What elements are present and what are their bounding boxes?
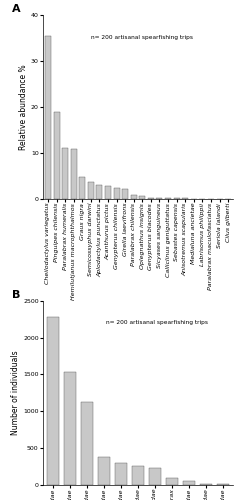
Bar bbox=[45, 36, 51, 200]
Bar bbox=[131, 194, 137, 200]
Bar bbox=[81, 402, 93, 485]
Bar bbox=[183, 480, 195, 485]
Bar bbox=[122, 189, 128, 200]
Bar bbox=[47, 317, 59, 485]
Bar bbox=[191, 198, 197, 200]
Bar bbox=[96, 184, 102, 200]
Bar bbox=[148, 198, 154, 200]
Bar bbox=[114, 188, 120, 200]
Text: n= 200 artisanal spearfishing trips: n= 200 artisanal spearfishing trips bbox=[91, 34, 193, 40]
Text: A: A bbox=[12, 4, 21, 14]
Bar bbox=[62, 148, 68, 200]
Bar bbox=[199, 198, 205, 200]
Y-axis label: Number of individuals: Number of individuals bbox=[11, 350, 20, 435]
Bar bbox=[139, 196, 145, 200]
Bar bbox=[217, 484, 229, 485]
X-axis label: Species: Species bbox=[123, 302, 153, 312]
Bar bbox=[156, 198, 163, 200]
Text: n= 200 artisanal spearfishing trips: n= 200 artisanal spearfishing trips bbox=[106, 320, 208, 326]
Bar bbox=[64, 372, 76, 485]
Text: B: B bbox=[12, 290, 21, 300]
Bar bbox=[182, 198, 188, 200]
Y-axis label: Relative abundance %: Relative abundance % bbox=[19, 64, 28, 150]
Bar bbox=[98, 458, 110, 485]
Bar bbox=[200, 484, 212, 485]
Bar bbox=[54, 112, 60, 200]
Bar bbox=[71, 148, 77, 200]
Bar bbox=[88, 182, 94, 200]
Bar bbox=[115, 464, 127, 485]
Bar bbox=[149, 468, 161, 485]
Bar bbox=[79, 177, 85, 200]
Bar bbox=[132, 466, 144, 485]
Bar bbox=[166, 478, 178, 485]
Bar bbox=[165, 198, 171, 200]
Bar bbox=[174, 198, 180, 200]
Bar bbox=[208, 199, 214, 200]
Bar bbox=[105, 186, 111, 200]
